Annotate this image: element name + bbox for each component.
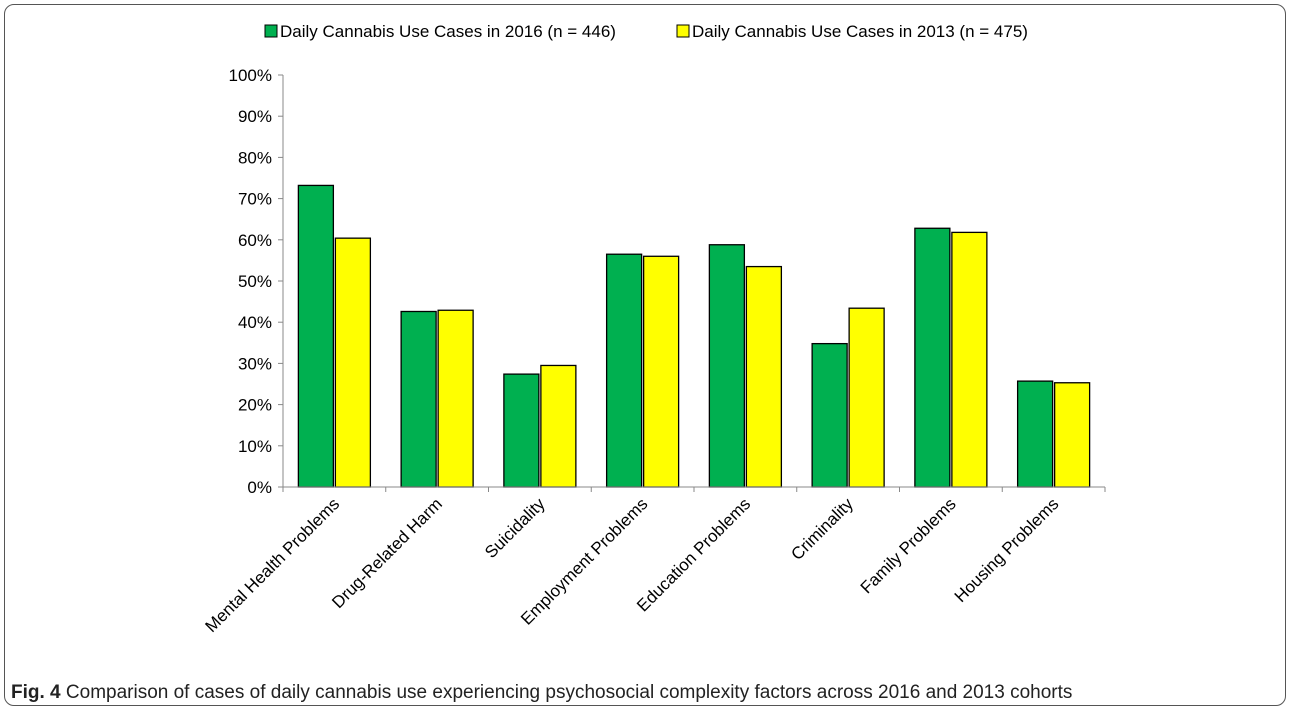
x-tick-label: Housing Problems: [951, 494, 1063, 606]
y-tick-label: 30%: [238, 354, 272, 373]
bars: [297, 184, 1091, 488]
y-axis: 0% 10% 20% 30% 40% 50% 60% 70% 80% 90% 100%: [229, 66, 284, 497]
x-tick-label: Suicidality: [481, 494, 549, 562]
y-tick-label: 70%: [238, 190, 272, 209]
y-tick-label: 90%: [238, 107, 272, 126]
bar-2013: [642, 255, 680, 488]
x-tick-label: Family Problems: [857, 494, 960, 597]
legend-label-2: Daily Cannabis Use Cases in 2013 (n = 47…: [692, 22, 1028, 41]
bar-2016: [708, 244, 746, 488]
y-tick-label: 10%: [238, 437, 272, 456]
bar-2016: [811, 342, 848, 488]
figure-caption-text: Comparison of cases of daily cannabis us…: [65, 682, 1073, 703]
bar-2013: [951, 231, 988, 488]
x-tick-label: Mental Health Problems: [201, 494, 343, 636]
bar-2016: [503, 373, 540, 488]
figure-caption: Fig. 4 Comparison of cases of daily cann…: [11, 682, 1281, 704]
bar-2016: [297, 184, 335, 488]
legend-swatch-1: [264, 24, 278, 38]
bar-2013: [334, 237, 372, 488]
bar-2013: [848, 307, 885, 488]
x-tick-label: Education Problems: [633, 494, 754, 615]
y-tick-label: 50%: [238, 272, 272, 291]
legend-label-1: Daily Cannabis Use Cases in 2016 (n = 44…: [280, 22, 616, 41]
y-tick-label: 60%: [238, 231, 272, 250]
x-tick-label: Drug-Related Harm: [328, 494, 446, 612]
y-tick-label: 40%: [238, 313, 272, 332]
y-tick-label: 20%: [238, 396, 272, 415]
x-tick-label: Criminality: [787, 494, 857, 564]
bar-2013: [1053, 382, 1091, 488]
bar-2013: [437, 309, 474, 488]
bar-2013: [745, 265, 783, 488]
y-tick-label: 100%: [229, 66, 272, 85]
bar-2016: [914, 227, 951, 488]
figure-frame: [4, 4, 1286, 706]
y-tick-label: 0%: [247, 478, 272, 497]
figure-label: Fig. 4: [11, 682, 61, 703]
bar-2016: [400, 310, 437, 488]
bar-2016: [1016, 380, 1054, 488]
bar-2013: [540, 364, 577, 488]
legend: Daily Cannabis Use Cases in 2016 (n = 44…: [264, 22, 1028, 41]
y-tick-label: 80%: [238, 148, 272, 167]
bar-2016: [605, 253, 643, 488]
legend-swatch-2: [676, 24, 690, 38]
